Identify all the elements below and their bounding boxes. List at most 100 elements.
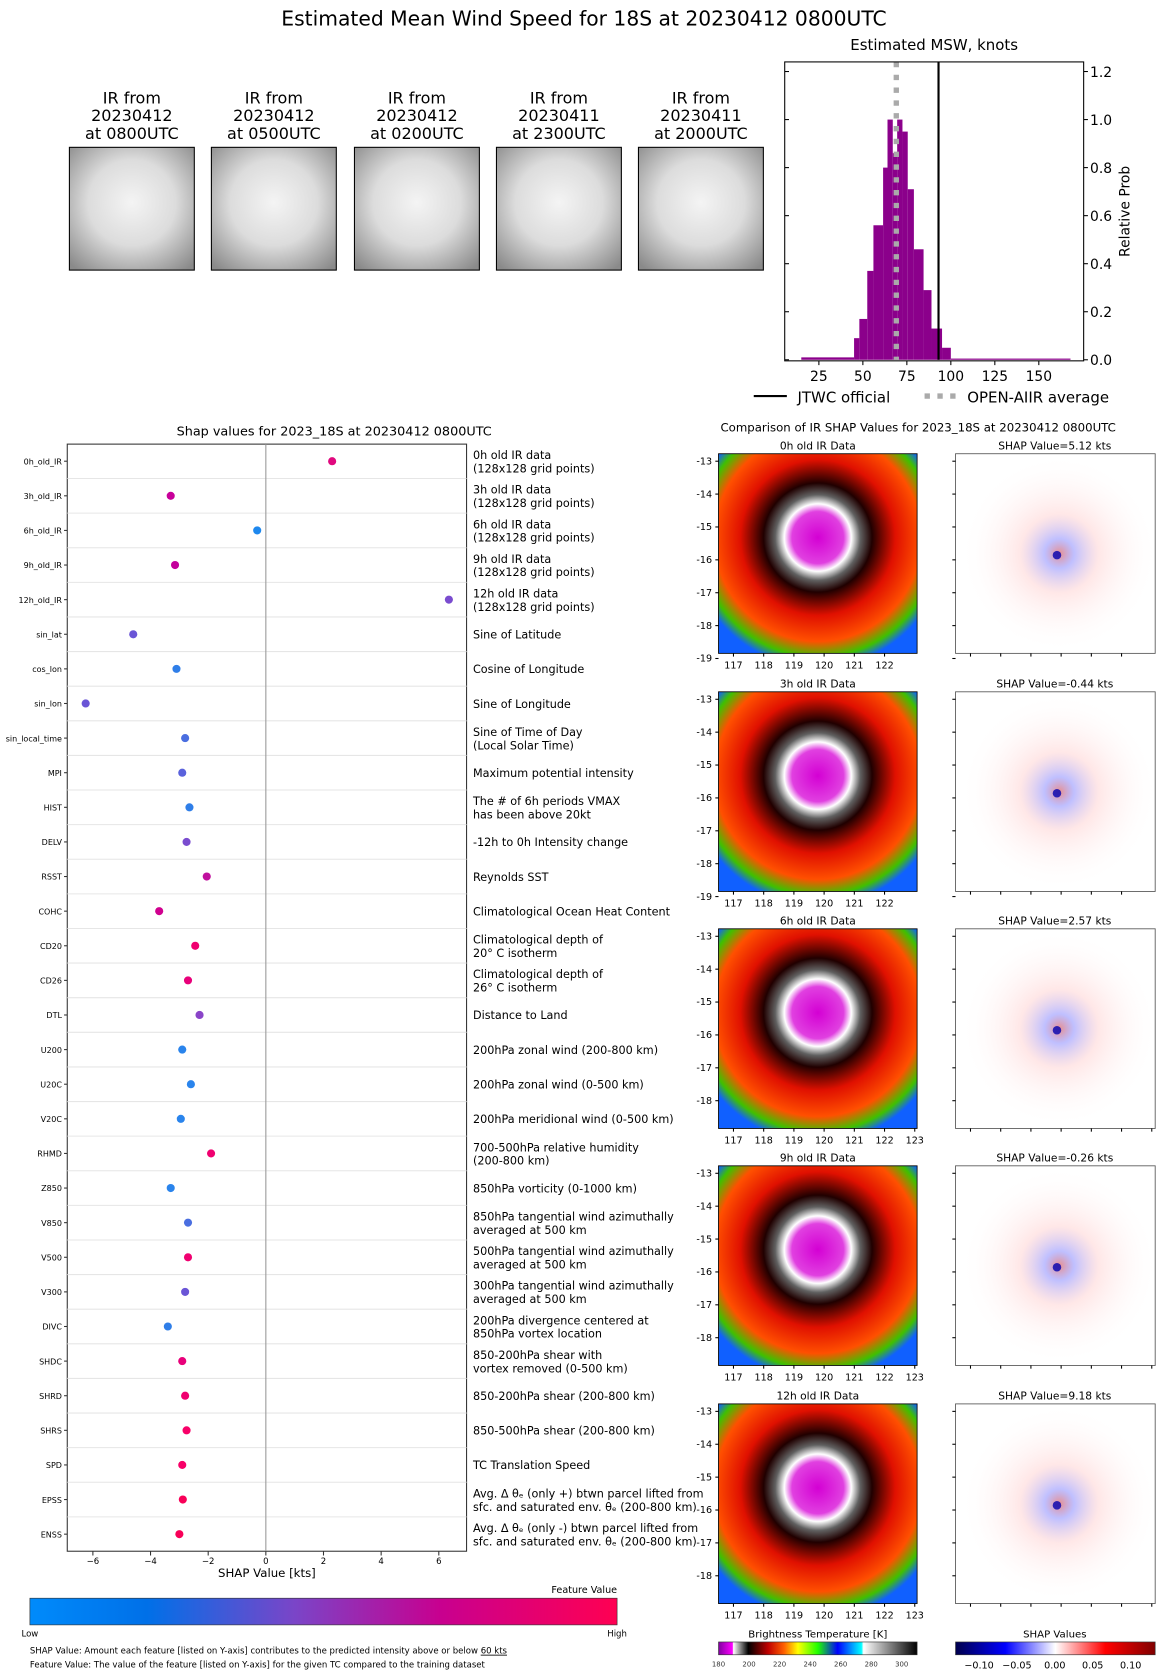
y-tick-label: 0.8 (1090, 161, 1112, 177)
bt-tick-label: 300 (895, 1661, 908, 1669)
shap-point (182, 837, 191, 846)
x-tick-label: −2 (202, 1557, 215, 1567)
shap-point (253, 526, 262, 535)
shap-point (191, 941, 200, 950)
latitude-tick-label: -16 (696, 1030, 712, 1041)
y-tick-label: 1.0 (1090, 113, 1112, 129)
feature-label: cos_lon (32, 665, 62, 674)
comparison-row: 9h old IR Data SHAP Value=-0.26 kts -13 -14… (696, 1152, 1156, 1383)
footnote-shap-60kts: 60 kts (481, 1647, 508, 1657)
x-tick-label: −4 (144, 1557, 157, 1567)
shap-point (166, 491, 175, 500)
msw-histogram: Estimated MSW, knots 25 50 75 100 125 150 0.0 0.… (753, 36, 1134, 406)
ir-thumbnail-image (353, 146, 480, 271)
longitude-tick-label: 119 (785, 898, 803, 909)
feature-label: V850 (41, 1219, 62, 1228)
feature-label: V300 (41, 1288, 62, 1297)
latitude-tick-label: -18 (696, 621, 712, 632)
shap-point (81, 699, 90, 708)
feature-label: 3h_old_IR (24, 492, 63, 501)
feature-description: 850-200hPa shear (200-800 km) (473, 1390, 655, 1403)
shap-colorbar-tick-label: 0.00 (1044, 1661, 1065, 1672)
feature-label: 9h_old_IR (24, 561, 63, 570)
longitude-tick-label: 118 (755, 1610, 773, 1621)
longitude-tick-label: 122 (875, 898, 893, 909)
shap-title: Shap values for 2023_18S at 20230412 080… (177, 425, 492, 440)
latitude-tick-label: -16 (696, 555, 712, 566)
shap-point (176, 1114, 185, 1123)
bt-tick-label: 180 (712, 1661, 725, 1669)
bt-tick-label: 200 (742, 1661, 755, 1669)
longitude-tick-label: 117 (724, 898, 742, 909)
feature-description: 3h old IR data (473, 484, 551, 497)
feature-description: Sine of Latitude (473, 629, 561, 642)
shap-point (195, 1010, 204, 1020)
x-tick-label: 150 (1026, 369, 1052, 385)
feature-description: Cosine of Longitude (473, 663, 584, 676)
feature-label: EPSS (42, 1496, 62, 1505)
feature-label: SPD (46, 1461, 62, 1470)
comparison-row: 0h old IR Data SHAP Value=5.12 kts -13 -14 -… (696, 439, 1156, 671)
feature-description: (128x128 grid points) (473, 601, 595, 614)
longitude-tick-label: 123 (906, 1372, 924, 1383)
feature-description: 20° C isotherm (473, 947, 557, 960)
thumbnail-label: IR from (672, 89, 730, 108)
shap-point (182, 1426, 191, 1435)
longitude-tick-label: 119 (785, 1372, 803, 1383)
ir-map-image (718, 1403, 918, 1604)
shap-point (181, 734, 190, 743)
thumbnail-label: IR from (530, 89, 588, 108)
shap-point (175, 1530, 184, 1539)
longitude-tick-label: 122 (875, 660, 893, 671)
thumbnail-label: 20230411 (660, 106, 741, 125)
feature-label: RHMD (37, 1150, 62, 1159)
thumbnail-label: at 2000UTC (654, 124, 748, 143)
ir-panel-title: 9h old IR Data (780, 1152, 856, 1165)
bt-tick-label: 240 (804, 1661, 817, 1669)
ir-thumbnail-image (637, 146, 764, 271)
feature-description: Maximum potential intensity (473, 767, 634, 780)
footnote-shap: SHAP Value: Amount each feature [listed … (30, 1647, 508, 1657)
feature-description: sfc. and saturated env. θₑ (200-800 km) (473, 1501, 697, 1514)
feature-description: 12h old IR data (473, 588, 558, 601)
longitude-tick-label: 120 (815, 1610, 833, 1621)
thumbnail-label: IR from (245, 89, 303, 108)
longitude-tick-label: 118 (755, 1372, 773, 1383)
feature-description: Avg. Δ θₑ (only +) btwn parcel lifted fr… (473, 1487, 704, 1500)
histogram-bar (902, 131, 908, 360)
feature-label: SHRS (40, 1427, 62, 1436)
ir-thumbnail-image (495, 146, 622, 271)
latitude-tick-label: -16 (696, 1267, 712, 1278)
shap-point (181, 1287, 190, 1296)
feature-description: 6h old IR data (473, 518, 551, 531)
feature-description: 850-200hPa shear with (473, 1349, 602, 1362)
feature-description: 500hPa tangential wind azimuthally (473, 1245, 674, 1258)
feature-colorbar-title: Feature Value (551, 1585, 617, 1596)
feature-description: 200hPa zonal wind (0-500 km) (473, 1078, 644, 1091)
histogram-bar (801, 357, 855, 360)
thumbnail-label: 20230412 (376, 106, 457, 125)
shap-panel-title: SHAP Value=5.12 kts (998, 439, 1112, 452)
legend-average-label: OPEN-AIIR average (967, 388, 1109, 406)
x-tick-label: 2 (321, 1557, 326, 1567)
latitude-tick-label: -18 (696, 1571, 712, 1582)
longitude-tick-label: 118 (755, 898, 773, 909)
latitude-tick-label: -15 (696, 522, 712, 533)
y-tick-label: 0.2 (1090, 305, 1112, 321)
feature-description: (128x128 grid points) (473, 497, 595, 510)
longitude-tick-label: 117 (724, 1610, 742, 1621)
thumbnail-label: at 2300UTC (512, 124, 606, 143)
histogram-bar (854, 338, 860, 360)
shap-colorbar-tick-label: −0.10 (964, 1661, 993, 1672)
feature-label: DTL (46, 1011, 62, 1020)
shap-point (129, 630, 138, 639)
longitude-tick-label: 119 (785, 660, 803, 671)
longitude-tick-label: 121 (845, 898, 863, 909)
feature-label: SHDC (39, 1357, 62, 1366)
thumbnail-label: at 0800UTC (85, 124, 179, 143)
shap-point (178, 1045, 187, 1054)
longitude-tick-label: 120 (815, 898, 833, 909)
feature-description: TC Translation Speed (472, 1459, 590, 1472)
shap-point (172, 664, 181, 673)
feature-label: sin_lon (34, 700, 62, 709)
